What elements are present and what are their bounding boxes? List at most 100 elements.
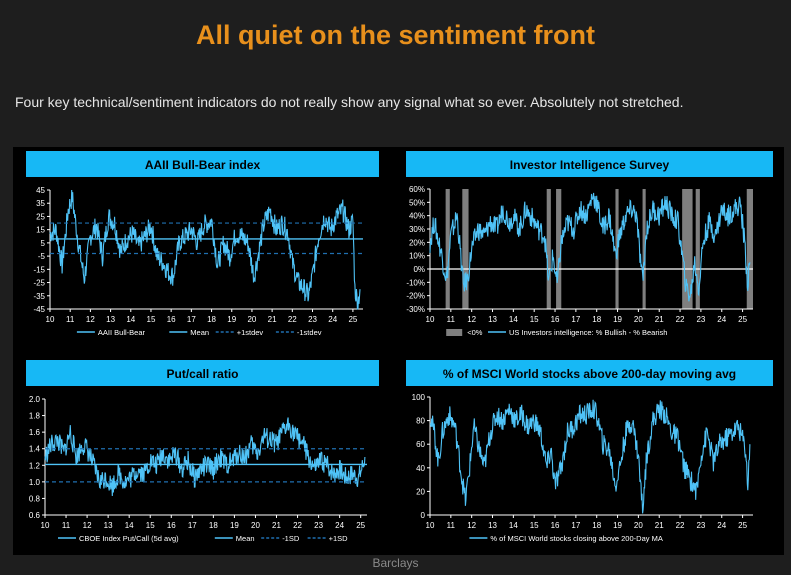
shaded-period — [546, 189, 551, 309]
chart-header — [406, 360, 773, 386]
y-tick-label: 60 — [416, 440, 425, 449]
x-tick-label: 18 — [592, 315, 601, 324]
y-tick-label: 5 — [41, 239, 46, 248]
x-tick-label: 22 — [288, 315, 297, 324]
x-tick-label: 22 — [293, 521, 302, 530]
legend-swatch — [446, 329, 463, 336]
x-tick-label: 21 — [655, 521, 664, 530]
x-tick-label: 12 — [467, 521, 476, 530]
x-tick-label: 24 — [328, 315, 337, 324]
x-tick-label: 10 — [426, 315, 435, 324]
y-tick-label: 80 — [416, 417, 425, 426]
x-tick-label: 17 — [571, 521, 580, 530]
legend-label: AAII Bull-Bear — [98, 328, 146, 337]
x-tick-label: 16 — [167, 521, 176, 530]
y-tick-label: 1.6 — [29, 428, 41, 437]
shaded-period — [462, 189, 469, 309]
legend-label: Mean — [190, 328, 209, 337]
chart-header — [406, 151, 773, 177]
x-tick-label: 19 — [230, 521, 239, 530]
chart-3: Put/call ratio 2.0 1.8 1.6 1.4 1.2 1.0 0.8 0.610… — [26, 360, 379, 543]
x-tick-label: 13 — [488, 521, 497, 530]
x-tick-label: 25 — [738, 315, 747, 324]
x-tick-label: 21 — [655, 315, 664, 324]
y-tick-label: 2.0 — [29, 395, 41, 404]
x-tick-label: 10 — [41, 521, 50, 530]
x-tick-label: 21 — [272, 521, 281, 530]
chart-4: % of MSCI World stocks above 200-day mov… — [406, 360, 773, 543]
y-tick-label: -35 — [33, 292, 45, 301]
x-tick-label: 14 — [126, 315, 135, 324]
x-tick-label: 12 — [83, 521, 92, 530]
x-tick-label: 24 — [717, 315, 726, 324]
x-tick-label: 16 — [551, 315, 560, 324]
x-tick-label: 11 — [66, 315, 75, 324]
x-tick-label: 13 — [488, 315, 497, 324]
y-tick-label: -5 — [38, 252, 46, 261]
x-tick-label: 17 — [187, 315, 196, 324]
x-tick-label: 20 — [247, 315, 256, 324]
y-tick-label: -10% — [406, 278, 425, 287]
x-tick-label: 22 — [676, 315, 685, 324]
x-tick-label: 15 — [147, 315, 156, 324]
y-tick-label: 1.4 — [29, 445, 41, 454]
x-tick-label: 11 — [447, 315, 456, 324]
y-tick-label: -45 — [33, 305, 45, 314]
x-tick-label: 20 — [634, 315, 643, 324]
x-tick-label: 23 — [696, 521, 705, 530]
x-tick-label: 16 — [167, 315, 176, 324]
y-tick-label: 25 — [36, 212, 45, 221]
page-title: All quiet on the sentiment front — [196, 20, 595, 50]
x-tick-label: 20 — [251, 521, 260, 530]
y-tick-label: 40 — [416, 464, 425, 473]
x-tick-label: 24 — [717, 521, 726, 530]
y-tick-label: 10% — [409, 252, 425, 261]
x-tick-label: 17 — [571, 315, 580, 324]
x-tick-label: 15 — [146, 521, 155, 530]
x-tick-label: 19 — [227, 315, 236, 324]
shaded-period — [695, 189, 700, 309]
y-tick-label: 35 — [36, 199, 45, 208]
x-tick-label: 12 — [467, 315, 476, 324]
legend-label: Mean — [236, 534, 255, 543]
x-tick-label: 19 — [613, 315, 622, 324]
y-tick-label: 0.8 — [29, 494, 41, 503]
x-tick-label: 15 — [530, 521, 539, 530]
x-tick-label: 25 — [738, 521, 747, 530]
x-tick-label: 18 — [209, 521, 218, 530]
chart-header — [26, 360, 379, 386]
y-tick-label: 40% — [409, 212, 425, 221]
y-tick-label: 20% — [409, 238, 425, 247]
legend-label: <0% — [467, 328, 483, 337]
legend-label: % of MSCI World stocks closing above 200… — [490, 534, 662, 543]
shaded-period — [556, 189, 562, 309]
chart-1: AAII Bull-Bear index 45 35 25 15 5 -5 -15 -25 -35… — [26, 151, 379, 337]
legend-label: -1SD — [282, 534, 300, 543]
chart-title: AAII Bull-Bear index — [145, 158, 261, 172]
shaded-period — [746, 189, 753, 309]
y-tick-label: 60% — [409, 185, 425, 194]
y-tick-label: -20% — [406, 292, 425, 301]
y-tick-label: 50% — [409, 198, 425, 207]
y-tick-label: 1.0 — [29, 478, 41, 487]
chart-title: Put/call ratio — [166, 367, 238, 381]
x-tick-label: 15 — [530, 315, 539, 324]
x-tick-label: 20 — [634, 521, 643, 530]
y-tick-label: 0 — [421, 511, 426, 520]
x-tick-label: 16 — [551, 521, 560, 530]
y-tick-label: 100 — [412, 393, 426, 402]
legend-label: +1SD — [329, 534, 349, 543]
legend-label: -1stdev — [297, 328, 322, 337]
x-tick-label: 10 — [46, 315, 55, 324]
y-tick-label: -30% — [406, 305, 425, 314]
chart-title: % of MSCI World stocks above 200-day mov… — [443, 367, 736, 381]
chart-header — [26, 151, 379, 177]
legend-label: CBOE Index Put/Call (5d avg) — [79, 534, 179, 543]
series-line — [429, 399, 751, 514]
y-tick-label: 0% — [413, 265, 425, 274]
x-tick-label: 11 — [447, 521, 456, 530]
shaded-period — [445, 189, 450, 309]
charts-svg: AAII Bull-Bear index 45 35 25 15 5 -5 -15 -25 -35… — [26, 151, 773, 543]
x-tick-label: 14 — [125, 521, 134, 530]
series-line — [429, 192, 751, 302]
